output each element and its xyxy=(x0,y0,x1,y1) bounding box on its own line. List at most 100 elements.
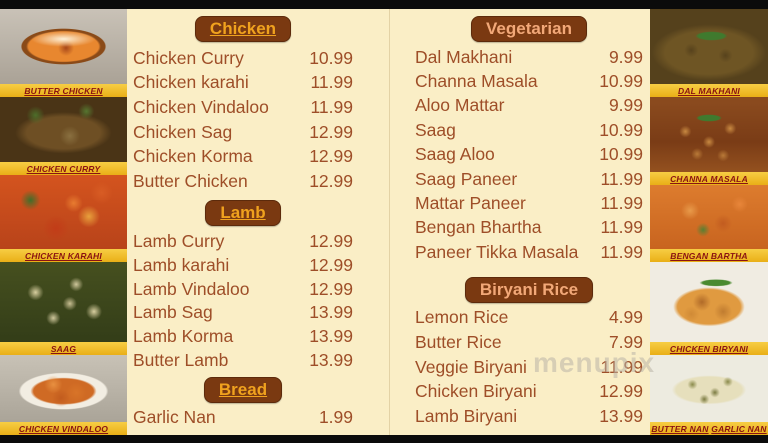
item-name: Butter Lamb xyxy=(133,349,229,370)
item-name: Chicken Curry xyxy=(133,47,244,68)
vegetarian-items: Dal Makhani 9.99 Channa Masala 10.99 Aloo … xyxy=(415,45,643,265)
item-name: Garlic Nan xyxy=(133,406,216,427)
item-price: 12.99 xyxy=(309,254,353,275)
menu-column-left: Chicken Chicken Curry 10.99 Chicken karah… xyxy=(133,9,353,429)
photo-block: BENGAN BARTHA xyxy=(650,185,768,262)
section-header-bread: Bread xyxy=(203,377,283,404)
item-name: Chicken Vindaloo xyxy=(133,96,269,117)
menu-item-row: Aloo Mattar 9.99 xyxy=(415,94,643,118)
menu-column-right: Vegetarian Dal Makhani 9.99 Channa Masala… xyxy=(415,9,643,428)
menu-item-row: Garlic Nan 1.99 xyxy=(133,405,353,429)
item-price: 13.99 xyxy=(309,349,353,370)
photo-label: CHICKEN KARAHI xyxy=(25,250,102,261)
item-name: Lamb Sag xyxy=(133,302,213,323)
chicken-biryani-photo xyxy=(650,262,768,342)
item-price: 10.99 xyxy=(599,71,643,92)
menu-item-row: Chicken Curry 10.99 xyxy=(133,46,353,71)
menu-item-row: Butter Chicken 12.99 xyxy=(133,169,353,194)
item-price: 13.99 xyxy=(309,302,353,323)
menu-item-row: Saag 10.99 xyxy=(415,118,643,142)
item-name: Butter Chicken xyxy=(133,170,248,191)
menu-item-row: Lamb karahi 12.99 xyxy=(133,253,353,277)
item-price: 11.99 xyxy=(600,217,644,238)
bengan-bartha-photo xyxy=(650,185,768,249)
photo-label-strip: BUTTER CHICKEN xyxy=(0,84,127,97)
item-name: Lemon Rice xyxy=(415,307,509,328)
item-price: 13.99 xyxy=(309,326,353,347)
menu-item-row: Chicken karahi 11.99 xyxy=(133,71,353,96)
menu-item-row: Lemon Rice 4.99 xyxy=(415,306,643,331)
chicken-items: Chicken Curry 10.99 Chicken karahi 11.99 C… xyxy=(133,46,353,194)
photo-label-strip: CHICKEN KARAHI xyxy=(0,249,127,262)
item-name: Veggie Biryani xyxy=(415,356,527,377)
top-letterbox-bar xyxy=(0,0,768,9)
photo-label: CHICKEN BIRYANI xyxy=(669,343,749,354)
section-title: Biryani Rice xyxy=(479,279,579,299)
photo-label-strip: SAAG xyxy=(0,342,127,355)
menu-item-row: Chicken Vindaloo 11.99 xyxy=(133,95,353,120)
item-price: 12.99 xyxy=(309,170,353,191)
item-name: Lamb Vindaloo xyxy=(133,278,250,299)
bottom-letterbox-bar xyxy=(0,435,768,443)
photo-label-strip: CHICKEN VINDALOO xyxy=(0,422,127,435)
menu-item-row: Paneer Tikka Masala 11.99 xyxy=(415,240,643,264)
item-name: Chicken Sag xyxy=(133,121,233,142)
item-name: Saag Aloo xyxy=(415,144,495,165)
photo-label: BENGAN BARTHA xyxy=(670,250,748,261)
item-name: Paneer Tikka Masala xyxy=(415,241,579,262)
item-price: 12.99 xyxy=(599,381,643,402)
left-photo-column: BUTTER CHICKEN CHICKEN CURRY CHICKEN KAR… xyxy=(0,9,127,435)
item-name: Bengan Bhartha xyxy=(415,217,542,238)
photo-label: DAL MAKHANI xyxy=(677,85,740,96)
menu-item-row: Butter Lamb 13.99 xyxy=(133,349,353,373)
item-name: Lamb Biryani xyxy=(415,405,518,426)
bread-items: Garlic Nan 1.99 xyxy=(133,405,353,429)
menu-item-row: Dal Makhani 9.99 xyxy=(415,45,643,69)
item-name: Mattar Paneer xyxy=(415,193,526,214)
photo-label: SAAG xyxy=(50,343,77,354)
item-price: 12.99 xyxy=(309,230,353,251)
menu-item-row: Lamb Vindaloo 12.99 xyxy=(133,277,353,301)
right-photo-column: DAL MAKHANI CHANNA MASALA BENGAN BARTHA … xyxy=(650,9,768,435)
chicken-vindaloo-photo xyxy=(0,355,127,422)
photo-label: CHICKEN VINDALOO xyxy=(18,423,109,434)
item-name: Chicken Biryani xyxy=(415,381,537,402)
channa-masala-photo xyxy=(650,97,768,172)
menu-item-row: Channa Masala 10.99 xyxy=(415,69,643,93)
biryani-rice-items: Lemon Rice 4.99 Butter Rice 7.99 Veggie Bi… xyxy=(415,306,643,429)
section-title: Vegetarian xyxy=(486,19,572,38)
item-price: 12.99 xyxy=(309,278,353,299)
photo-block: CHICKEN BIRYANI xyxy=(650,262,768,355)
menu-item-row: Lamb Curry 12.99 xyxy=(133,230,353,254)
section-title: Chicken xyxy=(209,19,277,38)
photo-label: CHICKEN CURRY xyxy=(26,163,101,174)
item-price: 12.99 xyxy=(309,121,353,142)
photo-label-strip: CHANNA MASALA xyxy=(650,172,768,185)
item-price: 11.99 xyxy=(600,241,644,262)
dal-makhani-photo xyxy=(650,9,768,84)
item-price: 10.99 xyxy=(599,144,643,165)
photo-label: BUTTER NAN xyxy=(651,423,709,434)
menu-item-row: Butter Rice 7.99 xyxy=(415,330,643,355)
photo-block: CHICKEN KARAHI xyxy=(0,175,127,262)
photo-label-strip: DAL MAKHANI xyxy=(650,84,768,97)
menu-panel: Chicken Chicken Curry 10.99 Chicken karah… xyxy=(127,9,650,435)
menu-item-row: Bengan Bhartha 11.99 xyxy=(415,216,643,240)
item-name: Saag Paneer xyxy=(415,168,518,189)
menu-item-row: Veggie Biryani 11.99 xyxy=(415,355,643,380)
item-name: Lamb Curry xyxy=(133,230,225,251)
section-title: Bread xyxy=(218,380,268,400)
item-price: 11.99 xyxy=(600,168,644,189)
photo-block: BUTTER NAN GARLIC NAN xyxy=(650,355,768,435)
item-price: 13.99 xyxy=(599,405,643,426)
photo-block: DAL MAKHANI xyxy=(650,9,768,97)
saag-photo xyxy=(0,262,127,342)
item-price: 12.99 xyxy=(309,146,353,167)
section-header-chicken: Chicken xyxy=(194,16,292,42)
item-price: 4.99 xyxy=(608,307,643,328)
menu-item-row: Lamb Sag 13.99 xyxy=(133,301,353,325)
nan-photo xyxy=(650,355,768,422)
item-name: Dal Makhani xyxy=(415,46,513,67)
item-price: 11.99 xyxy=(600,193,644,214)
